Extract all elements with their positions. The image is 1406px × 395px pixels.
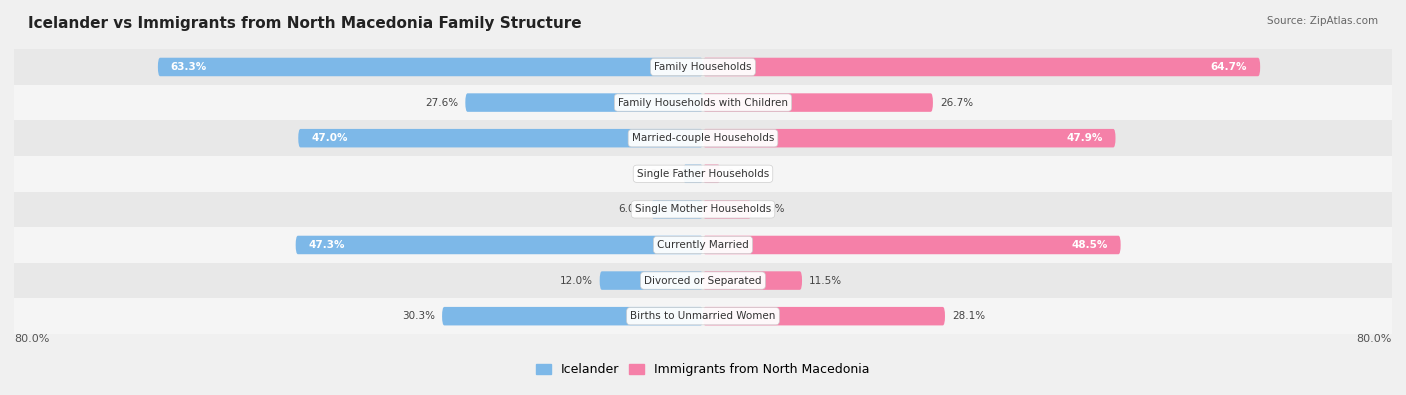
Text: 47.9%: 47.9% — [1066, 133, 1102, 143]
FancyBboxPatch shape — [703, 236, 1121, 254]
FancyBboxPatch shape — [683, 165, 703, 183]
FancyBboxPatch shape — [651, 200, 703, 218]
Text: 47.3%: 47.3% — [308, 240, 344, 250]
Legend: Icelander, Immigrants from North Macedonia: Icelander, Immigrants from North Macedon… — [531, 358, 875, 382]
Text: 2.3%: 2.3% — [650, 169, 676, 179]
FancyBboxPatch shape — [14, 263, 1392, 298]
FancyBboxPatch shape — [14, 49, 1392, 85]
Text: 2.0%: 2.0% — [727, 169, 754, 179]
FancyBboxPatch shape — [14, 227, 1392, 263]
Text: Divorced or Separated: Divorced or Separated — [644, 276, 762, 286]
FancyBboxPatch shape — [703, 165, 720, 183]
Text: 28.1%: 28.1% — [952, 311, 986, 321]
Text: 48.5%: 48.5% — [1071, 240, 1108, 250]
Text: 12.0%: 12.0% — [560, 276, 593, 286]
Text: 64.7%: 64.7% — [1211, 62, 1247, 72]
Text: Source: ZipAtlas.com: Source: ZipAtlas.com — [1267, 16, 1378, 26]
Text: 30.3%: 30.3% — [402, 311, 436, 321]
Text: Icelander vs Immigrants from North Macedonia Family Structure: Icelander vs Immigrants from North Maced… — [28, 16, 582, 31]
Text: Currently Married: Currently Married — [657, 240, 749, 250]
Text: 47.0%: 47.0% — [311, 133, 347, 143]
Text: Family Households: Family Households — [654, 62, 752, 72]
FancyBboxPatch shape — [298, 129, 703, 147]
FancyBboxPatch shape — [157, 58, 703, 76]
Text: 63.3%: 63.3% — [170, 62, 207, 72]
Text: Family Households with Children: Family Households with Children — [619, 98, 787, 107]
FancyBboxPatch shape — [295, 236, 703, 254]
Text: 80.0%: 80.0% — [1357, 334, 1392, 344]
Text: 27.6%: 27.6% — [425, 98, 458, 107]
Text: 6.0%: 6.0% — [619, 204, 644, 214]
FancyBboxPatch shape — [703, 200, 751, 218]
FancyBboxPatch shape — [599, 271, 703, 290]
Text: 80.0%: 80.0% — [14, 334, 49, 344]
Text: 5.6%: 5.6% — [758, 204, 785, 214]
FancyBboxPatch shape — [703, 271, 801, 290]
FancyBboxPatch shape — [14, 192, 1392, 227]
Text: Births to Unmarried Women: Births to Unmarried Women — [630, 311, 776, 321]
FancyBboxPatch shape — [703, 307, 945, 325]
FancyBboxPatch shape — [703, 129, 1115, 147]
Text: 26.7%: 26.7% — [939, 98, 973, 107]
FancyBboxPatch shape — [14, 85, 1392, 120]
FancyBboxPatch shape — [14, 156, 1392, 192]
Text: Single Father Households: Single Father Households — [637, 169, 769, 179]
FancyBboxPatch shape — [703, 93, 934, 112]
Text: Married-couple Households: Married-couple Households — [631, 133, 775, 143]
FancyBboxPatch shape — [703, 58, 1260, 76]
Text: Single Mother Households: Single Mother Households — [636, 204, 770, 214]
FancyBboxPatch shape — [441, 307, 703, 325]
FancyBboxPatch shape — [14, 120, 1392, 156]
FancyBboxPatch shape — [14, 298, 1392, 334]
FancyBboxPatch shape — [465, 93, 703, 112]
Text: 11.5%: 11.5% — [808, 276, 842, 286]
